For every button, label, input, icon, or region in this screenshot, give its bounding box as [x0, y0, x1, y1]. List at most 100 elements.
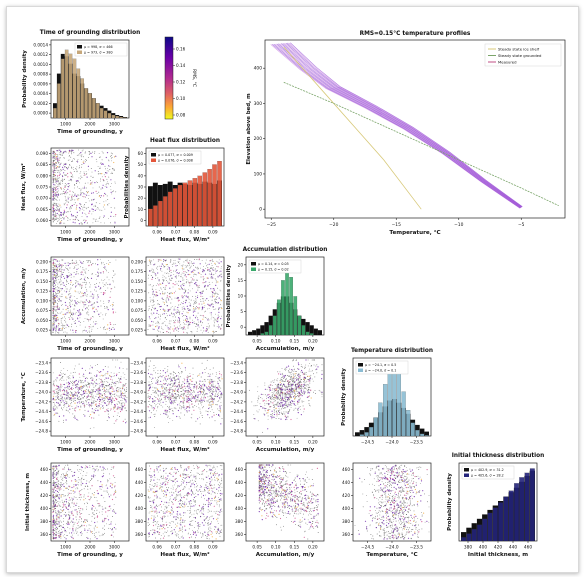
- scatter-point: [155, 295, 157, 297]
- scatter-point: [57, 178, 59, 179]
- scatter-point: [212, 386, 214, 388]
- scatter-point: [211, 401, 213, 403]
- scatter-point: [57, 319, 59, 321]
- scatter-point: [201, 260, 203, 262]
- scatter-point: [106, 409, 108, 411]
- scatter-point: [200, 274, 202, 275]
- scatter-point: [165, 277, 167, 279]
- scatter-point: [152, 302, 154, 303]
- scatter-point: [170, 320, 172, 322]
- scatter-point: [96, 310, 98, 312]
- scatter-point: [192, 397, 194, 399]
- scatter-point: [149, 396, 151, 398]
- scatter-point: [54, 204, 56, 206]
- scatter-point: [116, 404, 118, 405]
- scatter-point: [61, 288, 64, 290]
- scatter-point: [191, 413, 193, 415]
- scatter-point: [170, 388, 172, 390]
- scatter-point: [100, 326, 101, 328]
- acc-hist-bar-a: [260, 325, 265, 335]
- scatter-point: [108, 393, 110, 395]
- scatter-point: [101, 159, 103, 161]
- scatter-point: [175, 393, 177, 395]
- scatter-point: [69, 190, 71, 192]
- scatter-point: [178, 396, 180, 398]
- scatter-point: [52, 169, 54, 171]
- scatter-point: [76, 383, 78, 385]
- scatter-point: [56, 406, 58, 408]
- time-x-ticklabel: 1000: [60, 230, 71, 236]
- scatter-point: [121, 409, 123, 411]
- scatter-point: [168, 273, 170, 275]
- scatter-point: [104, 306, 105, 307]
- scatter-point: [176, 283, 178, 285]
- scatter-point: [171, 407, 173, 409]
- scatter-point: [71, 215, 73, 217]
- scatter-point: [164, 398, 166, 400]
- scatter-point: [86, 160, 87, 162]
- scatter-point: [156, 398, 159, 400]
- scatter-point: [167, 369, 169, 371]
- scatter-point: [148, 417, 150, 419]
- scatter-point: [63, 379, 65, 381]
- scatter-point: [57, 402, 60, 404]
- scatter-point: [74, 158, 75, 160]
- scatter-point: [58, 182, 59, 184]
- scatter-point: [71, 299, 73, 301]
- scatter-point: [59, 300, 61, 302]
- scatter-point: [88, 282, 90, 284]
- scatter-point: [216, 318, 218, 320]
- scatter-point: [169, 323, 171, 325]
- scatter-point: [102, 314, 104, 316]
- scatter-point: [59, 379, 61, 381]
- scatter-point: [201, 298, 203, 300]
- scatter-point: [173, 260, 175, 262]
- scatter-point: [110, 394, 112, 396]
- scatter-point: [71, 317, 73, 319]
- scatter-point: [97, 406, 99, 408]
- scatter-point: [216, 298, 218, 300]
- scatter-point: [66, 207, 68, 209]
- scatter-point: [217, 324, 219, 326]
- heat-y-ticklabel: 0.080: [36, 173, 48, 178]
- scatter-point: [84, 380, 86, 382]
- scatter-point: [113, 281, 115, 283]
- scatter-point: [55, 318, 58, 320]
- scatter-point: [75, 183, 77, 184]
- scatter-point: [82, 295, 84, 297]
- scatter-point: [281, 395, 283, 397]
- scatter-point: [169, 292, 171, 294]
- scatter-point: [103, 195, 105, 197]
- profile-legend-label: Steady state ice shelf: [498, 47, 540, 52]
- scatter-point: [75, 331, 77, 333]
- scatter-point: [89, 183, 91, 185]
- scatter-point: [221, 307, 223, 310]
- scatter-point: [53, 294, 55, 296]
- heat-hist-bar-b: [163, 196, 168, 227]
- scatter-point: [108, 170, 110, 172]
- scatter-point: [125, 407, 126, 409]
- scatter-point: [167, 297, 169, 299]
- scatter-point: [195, 298, 197, 300]
- scatter-point: [115, 420, 117, 422]
- scatter-point: [172, 410, 174, 412]
- scatter-point: [63, 178, 65, 180]
- scatter-point: [55, 179, 57, 181]
- scatter-point: [284, 385, 286, 387]
- scatter-point: [96, 161, 98, 163]
- scatter-point: [71, 263, 73, 264]
- scatter-point: [213, 399, 215, 401]
- scatter-point: [107, 183, 109, 184]
- scatter-point: [53, 385, 55, 387]
- time-x-ticklabel: 2000: [85, 339, 96, 345]
- scatter-point: [76, 198, 78, 200]
- scatter-point: [92, 316, 94, 318]
- scatter-point: [70, 207, 72, 209]
- scatter-point: [99, 209, 101, 211]
- scatter-point: [117, 400, 119, 402]
- scatter-point: [110, 392, 112, 394]
- scatter-point: [88, 212, 90, 214]
- scatter-point: [189, 273, 191, 276]
- scatter-point: [173, 307, 175, 309]
- scatter-point: [56, 200, 58, 201]
